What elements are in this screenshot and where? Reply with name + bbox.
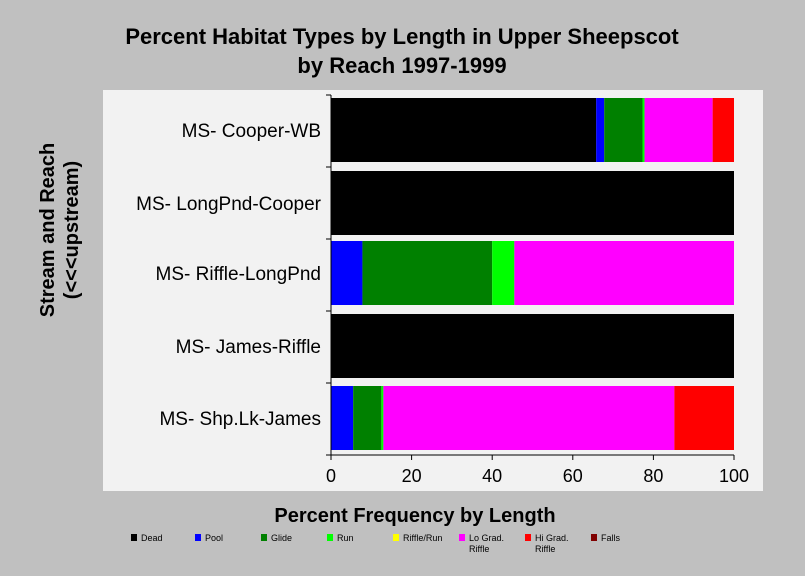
legend-label: Run bbox=[337, 533, 354, 543]
bar-segment-ms-longpnd-cooper-dead bbox=[331, 171, 734, 235]
legend-swatch bbox=[131, 534, 137, 541]
category-label: MS- Riffle-LongPnd bbox=[156, 264, 321, 285]
legend: Dead Pool Glide Run Riffle/Run Lo Grad. Riffle… bbox=[131, 533, 621, 554]
chart-title-line-1: Percent Habitat Types by Length in Upper… bbox=[125, 24, 679, 49]
legend-item-lo-grad-riffle: Lo Grad. Riffle bbox=[459, 533, 504, 554]
chart-title: Percent Habitat Types by Length in Upper… bbox=[125, 24, 679, 78]
bar-segment-ms-shp-lk-james-pool bbox=[331, 386, 354, 450]
legend-item-glide: Glide bbox=[261, 533, 292, 543]
category-label: MS- LongPnd-Cooper bbox=[136, 194, 321, 215]
bar-segment-ms-riffle-longpnd-run bbox=[492, 241, 515, 305]
legend-swatch bbox=[261, 534, 267, 541]
legend-swatch bbox=[459, 534, 465, 541]
legend-item-hi-grad-riffle: Hi Grad. Riffle bbox=[525, 533, 569, 554]
legend-swatch bbox=[327, 534, 333, 541]
bar-segment-ms-shp-lk-james-glide bbox=[353, 386, 382, 450]
x-tick-labels: 0 20 40 60 80 100 bbox=[326, 455, 749, 486]
x-tick-label: 40 bbox=[482, 466, 502, 486]
bar-segment-ms-shp-lk-james-lo-grad-riffle bbox=[383, 386, 675, 450]
legend-label: Dead bbox=[141, 533, 163, 543]
legend-item-riffle-run: Riffle/Run bbox=[393, 533, 442, 543]
category-label: MS- Shp.Lk-James bbox=[159, 409, 321, 430]
x-axis-title: Percent Frequency by Length bbox=[274, 505, 555, 527]
bar-segment-ms-cooper-wb-hi-grad-riffle bbox=[712, 98, 734, 162]
bars-layer bbox=[331, 98, 734, 450]
legend-swatch bbox=[195, 534, 201, 541]
legend-item-dead: Dead bbox=[131, 533, 163, 543]
legend-label: Riffle/Run bbox=[403, 533, 442, 543]
legend-item-pool: Pool bbox=[195, 533, 223, 543]
legend-swatch bbox=[393, 534, 399, 541]
bar-segment-ms-cooper-wb-glide bbox=[604, 98, 643, 162]
legend-label: Hi Grad. Riffle bbox=[535, 533, 569, 554]
bar-segment-ms-shp-lk-james-run bbox=[381, 386, 384, 450]
y-axis-title-line-2: (<<<upstream) bbox=[61, 161, 83, 299]
bar-segment-ms-cooper-wb-run bbox=[642, 98, 645, 162]
legend-label: Glide bbox=[271, 533, 292, 543]
bar-segment-ms-shp-lk-james-hi-grad-riffle bbox=[674, 386, 734, 450]
x-tick-label: 100 bbox=[719, 466, 749, 486]
bar-segment-ms-james-riffle-dead bbox=[331, 314, 734, 378]
axes bbox=[326, 94, 734, 456]
legend-label: Falls bbox=[601, 533, 621, 543]
legend-label: Lo Grad. Riffle bbox=[469, 533, 504, 554]
category-labels: MS- Cooper-WB MS- LongPnd-Cooper MS- Riffl… bbox=[136, 121, 321, 430]
legend-label: Pool bbox=[205, 533, 223, 543]
category-label: MS- James-Riffle bbox=[176, 337, 321, 358]
category-label: MS- Cooper-WB bbox=[182, 121, 321, 142]
legend-item-falls: Falls bbox=[591, 533, 621, 543]
legend-swatch bbox=[591, 534, 597, 541]
bar-segment-ms-cooper-wb-lo-grad-riffle bbox=[644, 98, 713, 162]
legend-item-run: Run bbox=[327, 533, 354, 543]
x-tick-label: 60 bbox=[563, 466, 583, 486]
x-tick-label: 20 bbox=[402, 466, 422, 486]
bar-segment-ms-riffle-longpnd-pool bbox=[331, 241, 363, 305]
chart-title-line-2: by Reach 1997-1999 bbox=[297, 53, 506, 78]
bar-segment-ms-cooper-wb-pool bbox=[596, 98, 605, 162]
x-tick-label: 80 bbox=[643, 466, 663, 486]
bar-segment-ms-riffle-longpnd-lo-grad-riffle bbox=[514, 241, 734, 305]
y-axis-title: Stream and Reach (<<<upstream) bbox=[37, 143, 83, 318]
x-tick-label: 0 bbox=[326, 466, 336, 486]
bar-segment-ms-cooper-wb-dead bbox=[331, 98, 597, 162]
legend-swatch bbox=[525, 534, 531, 541]
bar-segment-ms-riffle-longpnd-glide bbox=[362, 241, 493, 305]
y-axis-title-line-1: Stream and Reach bbox=[37, 143, 59, 318]
